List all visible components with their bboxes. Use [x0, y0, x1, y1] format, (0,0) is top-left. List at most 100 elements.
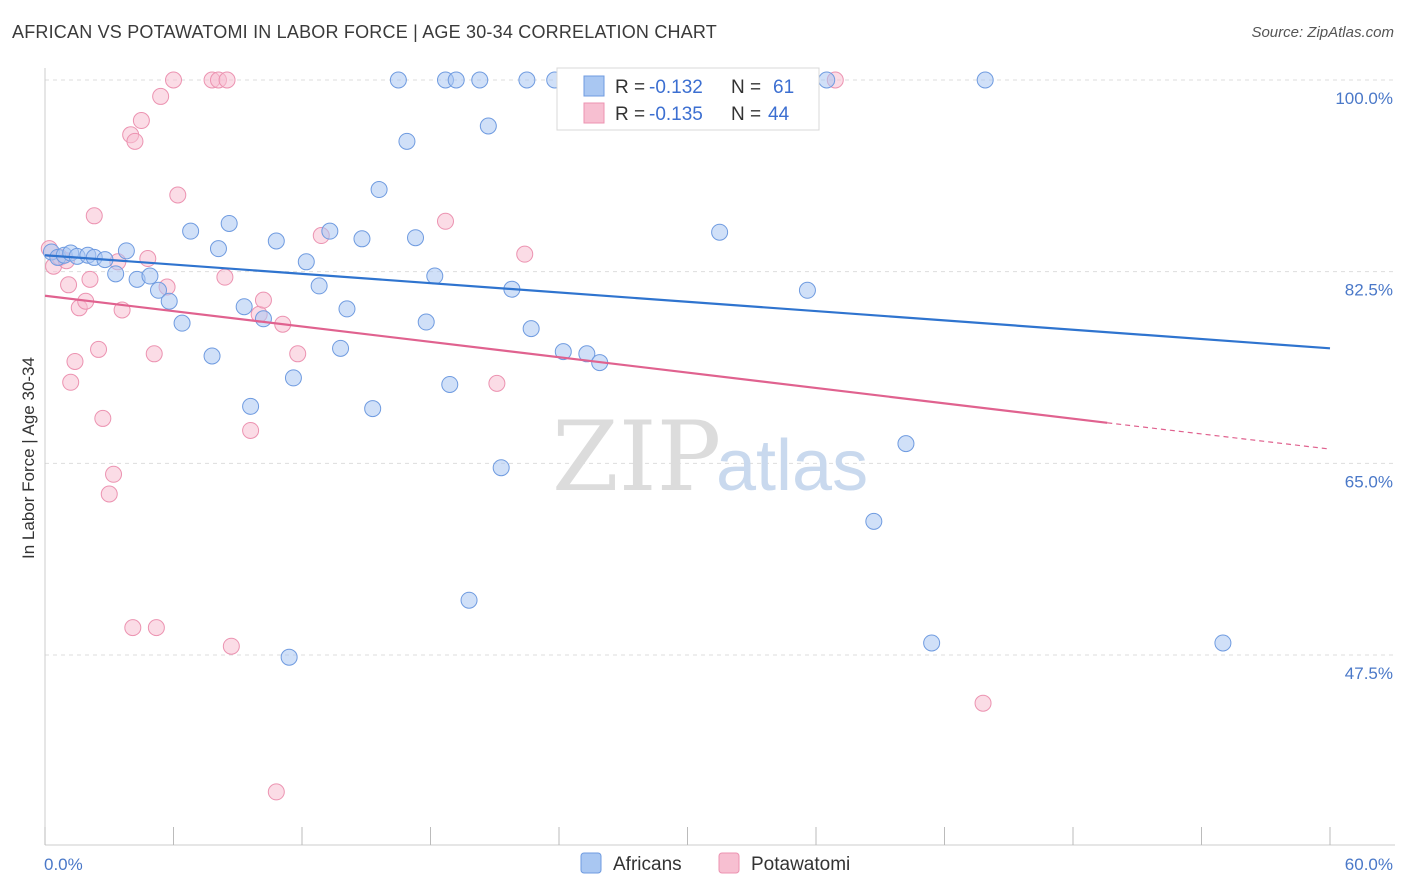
legend-potawatomi-swatch — [718, 852, 740, 874]
chart-title: AFRICAN VS POTAWATOMI IN LABOR FORCE | A… — [12, 22, 717, 42]
africans-r-label: R = — [615, 77, 645, 98]
potawatomi-point — [62, 373, 80, 391]
africans-point — [407, 229, 425, 247]
y-tick-label: 82.5% — [1345, 281, 1393, 300]
potawatomi-point — [66, 352, 84, 370]
potawatomi-point — [90, 340, 108, 358]
africans-point — [578, 345, 596, 363]
potawatomi-point — [81, 270, 99, 288]
africans-point — [417, 313, 435, 331]
series-legend: Africans Potawatomi — [580, 852, 850, 875]
potawatomi-trend-line — [44, 294, 1108, 424]
y-tick-label: 65.0% — [1345, 472, 1393, 491]
potawatomi-r-value: -0.135 — [649, 104, 703, 125]
africans-points — [42, 71, 1232, 666]
africans-point — [107, 265, 125, 283]
legend-africans-label: Africans — [613, 854, 682, 875]
africans-point — [117, 242, 135, 260]
potawatomi-point — [145, 345, 163, 363]
africans-point — [479, 117, 497, 135]
africans-point — [818, 71, 836, 89]
potawatomi-point — [254, 291, 272, 309]
watermark-atlas: atlas — [716, 426, 868, 506]
africans-point — [426, 267, 444, 285]
africans-point — [492, 459, 510, 477]
y-tick-label: 47.5% — [1345, 664, 1393, 683]
africans-point — [711, 223, 729, 241]
africans-point — [798, 281, 816, 299]
africans-point — [353, 230, 371, 248]
africans-point — [1214, 634, 1232, 652]
potawatomi-point — [218, 71, 236, 89]
potawatomi-n-value: 44 — [768, 104, 790, 125]
potawatomi-point — [488, 374, 506, 392]
africans-point — [370, 181, 388, 199]
africans-point — [897, 435, 915, 453]
potawatomi-point — [152, 87, 170, 105]
y-axis-label: In Labor Force | Age 30-34 — [19, 357, 38, 559]
africans-point — [522, 320, 540, 338]
y-tick-labels: 100.0% 82.5% 65.0% 47.5% — [1335, 89, 1393, 683]
africans-point — [242, 397, 260, 415]
potawatomi-point — [94, 409, 112, 427]
stats-legend: R = -0.132 N = 61 R = -0.135 N = 44 — [556, 67, 820, 131]
africans-legend-swatch — [583, 75, 605, 97]
africans-point — [297, 253, 315, 271]
potawatomi-point — [516, 245, 534, 263]
africans-r-value: -0.132 — [649, 77, 703, 98]
africans-point — [160, 292, 178, 310]
africans-point — [923, 634, 941, 652]
potawatomi-point — [289, 345, 307, 363]
potawatomi-point — [267, 783, 285, 801]
potawatomi-point — [60, 276, 78, 294]
africans-point — [321, 222, 339, 240]
africans-point — [976, 71, 994, 89]
africans-point — [280, 648, 298, 666]
africans-point — [209, 240, 227, 258]
africans-point — [460, 591, 478, 609]
potawatomi-trend-extension — [1107, 422, 1331, 450]
potawatomi-point — [126, 132, 144, 150]
africans-point — [173, 314, 191, 332]
x-tick-label: 60.0% — [1345, 855, 1393, 874]
potawatomi-point — [100, 485, 118, 503]
potawatomi-point — [105, 465, 123, 483]
africans-point — [254, 310, 272, 328]
x-tick-labels: 0.0% 60.0% — [44, 855, 1393, 874]
africans-point — [267, 232, 285, 250]
potawatomi-r-label: R = — [615, 104, 645, 125]
potawatomi-point — [169, 186, 187, 204]
africans-point — [554, 343, 572, 361]
africans-point — [220, 214, 238, 232]
potawatomi-point — [216, 268, 234, 286]
africans-point — [332, 339, 350, 357]
potawatomi-point — [165, 71, 182, 89]
africans-point — [865, 512, 883, 530]
africans-point — [441, 375, 459, 393]
potawatomi-legend-swatch — [583, 102, 605, 124]
africans-point — [364, 400, 382, 418]
legend-africans-swatch — [580, 852, 602, 874]
africans-point — [182, 222, 200, 240]
potawatomi-point — [147, 619, 165, 637]
potawatomi-point — [242, 421, 260, 439]
africans-point — [203, 347, 221, 365]
africans-point — [235, 298, 253, 316]
africans-point — [518, 71, 536, 89]
africans-point — [150, 281, 168, 299]
africans-point — [447, 71, 465, 89]
axes — [44, 68, 1395, 846]
trend-lines — [44, 254, 1331, 450]
potawatomi-point — [222, 637, 240, 655]
x-tick-label: 0.0% — [44, 855, 83, 874]
potawatomi-point — [132, 112, 150, 130]
legend-potawatomi-label: Potawatomi — [751, 854, 850, 875]
africans-point — [141, 267, 159, 285]
africans-point — [338, 300, 356, 318]
potawatomi-point — [124, 619, 142, 637]
africans-point — [389, 71, 407, 89]
africans-point — [471, 71, 489, 89]
watermark-zip: ZIP — [552, 401, 721, 513]
africans-n-value: 61 — [773, 77, 794, 98]
watermark: ZIP atlas — [552, 401, 868, 513]
